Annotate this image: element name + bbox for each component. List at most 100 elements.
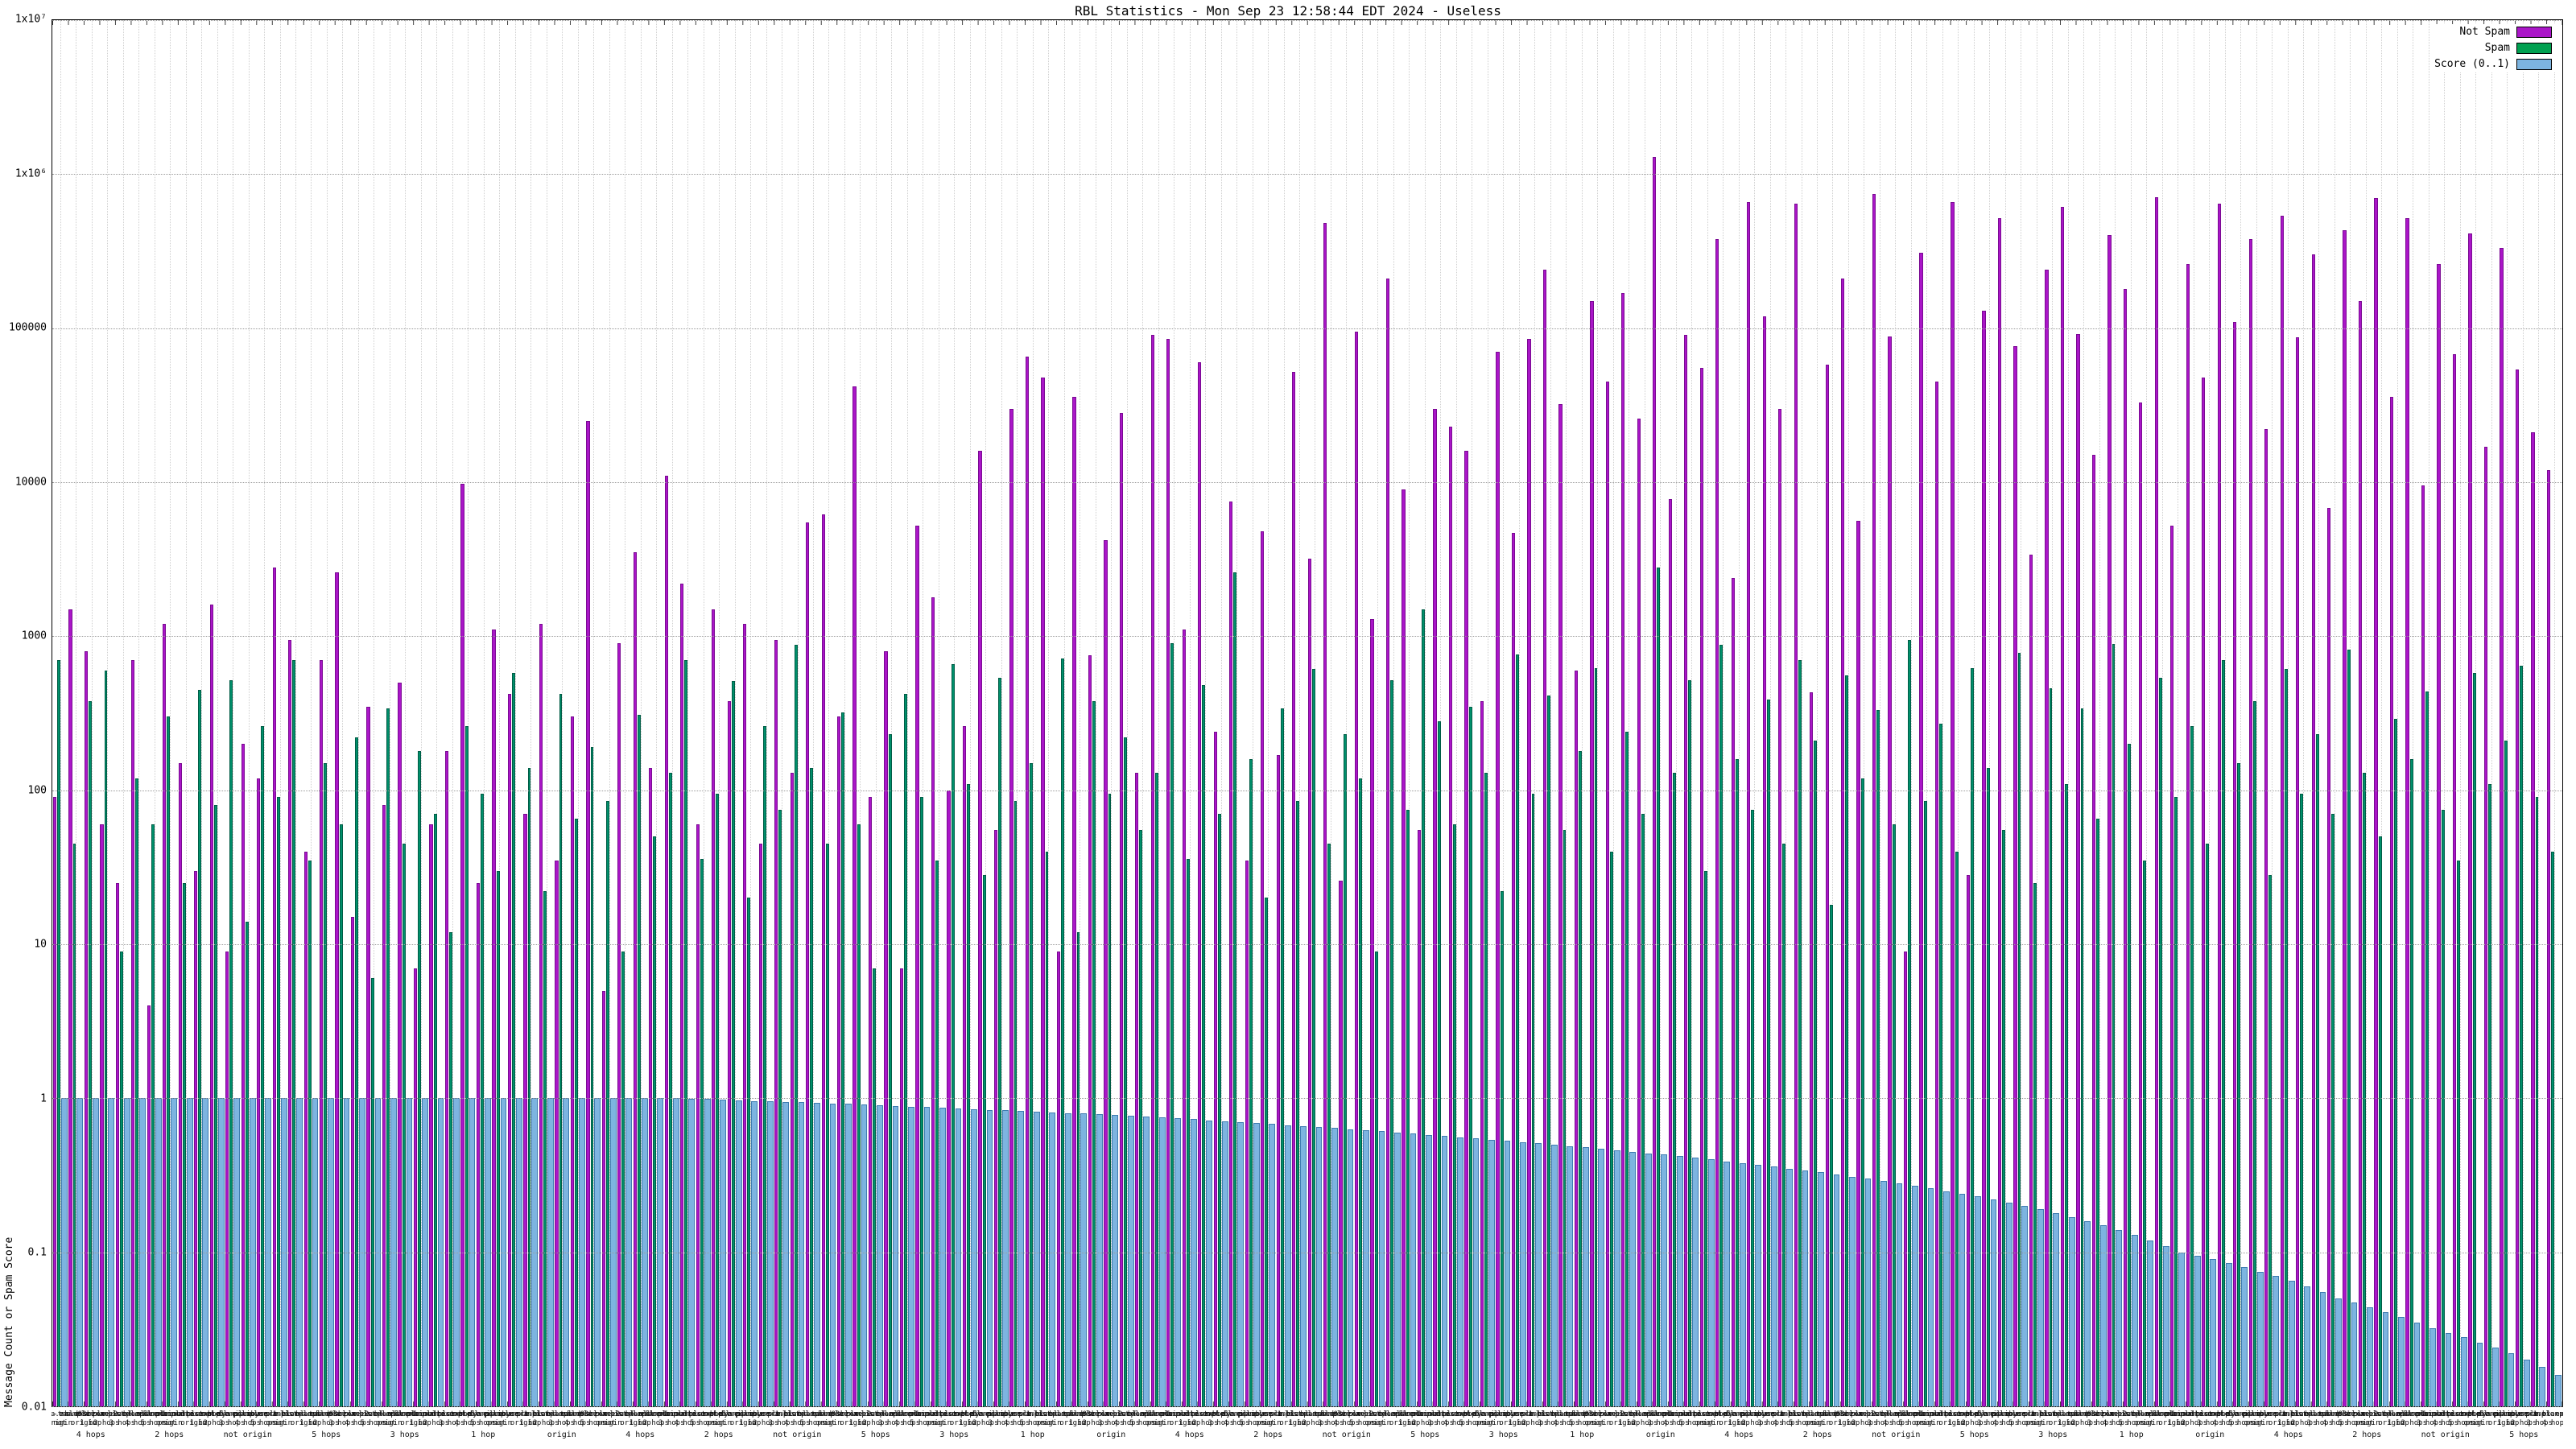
bar-spam xyxy=(261,726,265,1406)
bar-score xyxy=(1394,1132,1401,1406)
x-tick-label: bl-old.example xyxy=(1378,1410,1440,1418)
bar-group xyxy=(2091,20,2107,1406)
x-tick-label: dyn-ip.example xyxy=(1221,1410,1283,1418)
bar-group xyxy=(2075,20,2091,1406)
bar-group xyxy=(2280,20,2295,1406)
v-gridline xyxy=(1440,20,1442,1406)
bar-not-spam xyxy=(2280,215,2284,1406)
bar-spam xyxy=(2378,836,2382,1406)
bar-score xyxy=(1598,1149,1605,1406)
x-tick-sublabel: 2 hops xyxy=(1961,1419,1988,1427)
bar-not-spam xyxy=(52,797,57,1406)
x-tick-label: host-b.example xyxy=(1441,1410,1503,1418)
x-tick-label: bl-two.example xyxy=(2054,1410,2116,1418)
v-gridline xyxy=(828,20,830,1406)
x-tick-sublabel: 2 hops xyxy=(203,1419,230,1427)
x-tick-sublabel: 3 hops xyxy=(1317,1419,1344,1427)
x-tick-sublabel: 1 hop xyxy=(629,1419,651,1427)
bar-group xyxy=(350,20,365,1406)
v-gridline xyxy=(1111,20,1113,1406)
x-tick-label: rbl-03.example xyxy=(562,1410,624,1418)
bar-not-spam xyxy=(899,968,904,1406)
x-group-label: 2 hops xyxy=(2352,1430,2382,1439)
v-gridline xyxy=(1409,20,1410,1406)
x-tick-label: net-bl.example xyxy=(1457,1410,1519,1418)
x-tick-label: rbl-03.example xyxy=(2069,1410,2131,1418)
bar-score xyxy=(1237,1121,1245,1406)
v-gridline xyxy=(1989,20,1991,1406)
bar-spam xyxy=(1311,669,1315,1406)
bar-not-spam xyxy=(539,624,543,1406)
x-tick-sublabel: origin xyxy=(705,1419,733,1427)
bar-not-spam xyxy=(2515,369,2520,1406)
x-group-label: 2 hops xyxy=(1802,1430,1832,1439)
bar-group xyxy=(1119,20,1134,1406)
bar-group xyxy=(2201,20,2217,1406)
bar-spam xyxy=(2504,741,2508,1406)
bar-not-spam xyxy=(1684,335,1688,1406)
bar-spam xyxy=(1876,710,1880,1406)
bar-group xyxy=(1134,20,1150,1406)
bar-not-spam xyxy=(1856,521,1860,1406)
v-gridline xyxy=(311,20,312,1406)
bar-score xyxy=(1331,1128,1338,1406)
bar-group xyxy=(962,20,977,1406)
bar-group xyxy=(1558,20,1574,1406)
bar-group xyxy=(1966,20,1981,1406)
x-tick-sublabel: origin xyxy=(595,1419,622,1427)
x-tick-sublabel: 3 hops xyxy=(109,1419,136,1427)
bar-spam xyxy=(606,801,609,1406)
x-tick-label: bl-old.example xyxy=(1880,1410,1942,1418)
v-gridline xyxy=(342,20,344,1406)
bar-spam xyxy=(1468,706,1472,1406)
bar-not-spam xyxy=(194,870,198,1406)
v-gridline xyxy=(2209,20,2211,1406)
x-tick-label: srn-bl.example xyxy=(1269,1410,1331,1418)
x-tick-label: dyn-ip.example xyxy=(2477,1410,2539,1418)
bar-not-spam xyxy=(2327,508,2331,1406)
x-group-label: 4 hops xyxy=(1724,1430,1754,1439)
bar-score xyxy=(2508,1353,2515,1406)
v-gridline xyxy=(1455,20,1457,1406)
x-tick-sublabel: 1 hop xyxy=(2167,1419,2190,1427)
bar-group xyxy=(1809,20,1824,1406)
bar-spam xyxy=(1453,824,1457,1406)
x-tick-sublabel: 3 hops xyxy=(438,1419,465,1427)
bar-spam xyxy=(1766,699,1770,1406)
bar-group xyxy=(1228,20,1245,1406)
x-tick-sublabel: 2 hops xyxy=(93,1419,120,1427)
bar-spam xyxy=(1579,750,1582,1406)
bar-spam xyxy=(2363,772,2367,1406)
bar-spam xyxy=(1986,767,1990,1406)
x-tick-label: zone-9.example xyxy=(844,1410,906,1418)
bar-not-spam xyxy=(1041,377,1045,1406)
bar-spam xyxy=(2394,719,2398,1406)
bar-group xyxy=(1731,20,1746,1406)
bar-group xyxy=(585,20,601,1406)
bar-spam xyxy=(1186,858,1190,1406)
x-tick-label: list-a.example xyxy=(782,1410,844,1418)
bar-score xyxy=(1457,1137,1463,1406)
bar-score xyxy=(1284,1125,1291,1406)
x-tick-sublabel: 4 hops xyxy=(783,1419,811,1427)
x-tick-label: srn-bl.example xyxy=(2022,1410,2084,1418)
x-tick-sublabel: 2 hops xyxy=(1521,1419,1549,1427)
v-gridline xyxy=(138,20,140,1406)
bar-score xyxy=(1582,1147,1589,1406)
v-gridline xyxy=(671,20,673,1406)
chart-title: RBL Statistics - Mon Sep 23 12:58:44 EDT… xyxy=(1075,3,1501,19)
bar-group xyxy=(2358,20,2373,1406)
v-gridline xyxy=(1205,20,1207,1406)
bar-not-spam xyxy=(1307,558,1311,1406)
x-tick-sublabel: 3 hops xyxy=(658,1419,685,1427)
v-gridline xyxy=(1518,20,1520,1406)
bar-not-spam xyxy=(915,526,919,1406)
bar-spam xyxy=(1249,758,1253,1406)
x-group-label: origin xyxy=(547,1430,576,1439)
bar-score xyxy=(1190,1119,1197,1406)
bar-spam xyxy=(637,714,641,1406)
x-tick-sublabel: 1 hop xyxy=(848,1419,871,1427)
h-gridline xyxy=(52,636,2562,638)
bar-group xyxy=(1276,20,1291,1406)
